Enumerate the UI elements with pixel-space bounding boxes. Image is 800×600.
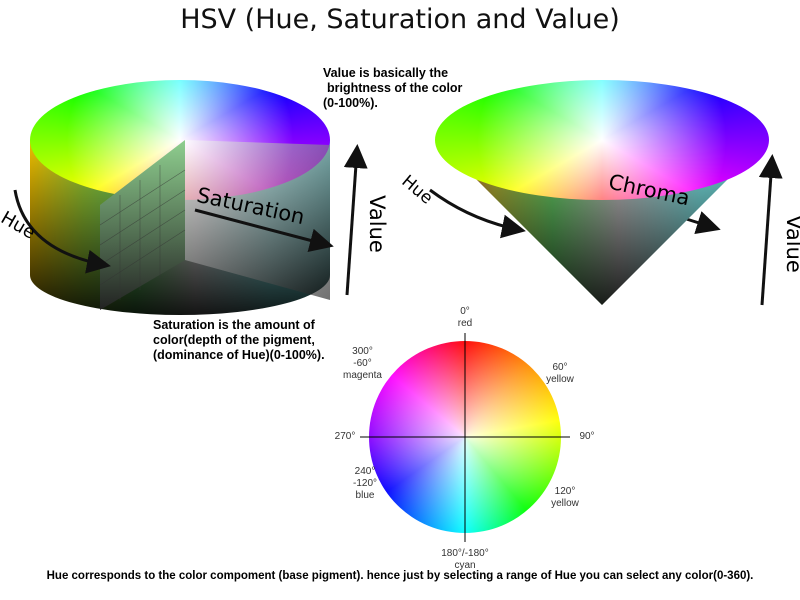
wheel-label-line: blue <box>355 490 375 501</box>
cylinder-cut-face <box>185 140 330 300</box>
wheel-label-line: 0° <box>460 306 470 317</box>
note-line: brightness of the color <box>327 81 463 95</box>
value-note: Value is basically the brightness of the… <box>323 66 462 111</box>
saturation-note: Saturation is the amount of color(depth … <box>153 318 325 363</box>
wheel-label-line: 270° <box>334 431 356 442</box>
note-line: (0-100%). <box>323 96 378 110</box>
hue-arrow <box>13 189 111 274</box>
saturation-arrow <box>194 208 334 253</box>
wheel-label-line: -60° <box>353 358 372 369</box>
wheel-label: 270° <box>330 431 360 443</box>
wheel-label-line: 60° <box>552 362 568 373</box>
wheel-label: 0° red <box>445 306 485 330</box>
cone-hue-arrow <box>429 188 526 239</box>
wheel-label-line: magenta <box>343 370 382 381</box>
wheel-label-line: red <box>457 318 473 329</box>
wheel-label: 90° <box>572 431 602 443</box>
wheel-label-line: 240° <box>354 466 376 477</box>
wheel-label-line: yellow <box>546 374 574 385</box>
title: HSV (Hue, Saturation and Value) <box>180 4 620 35</box>
wheel-label: 60° yellow <box>535 362 585 386</box>
wheel-label-line: 120° <box>554 486 576 497</box>
note-line: color(depth of the pigment, <box>153 333 315 347</box>
wheel-label-line: 180°/-180° <box>441 548 489 559</box>
footer: Hue corresponds to the color compoment (… <box>46 570 754 582</box>
wheel-label-line: cyan <box>454 560 476 571</box>
wheel-label-line: 300° <box>352 346 373 357</box>
cylinder-cut-face <box>100 140 185 310</box>
wheel-label: 240° -120° blue <box>340 466 390 502</box>
wheel-label-line: 90° <box>579 431 595 442</box>
wheel-label-line: yellow <box>551 498 579 509</box>
note-line: Saturation is the amount of <box>153 318 315 332</box>
wheel-label: 120° yellow <box>540 486 590 510</box>
cone-value-arrow <box>758 154 783 306</box>
note-line: Value is basically the <box>323 66 449 80</box>
note-line: (dominance of Hue)(0-100%). <box>153 348 325 362</box>
cylinder-grid <box>99 165 186 300</box>
wheel-label: 300° -60° magenta <box>335 346 390 382</box>
wheel-label: 180°/-180° cyan <box>425 548 505 572</box>
value-arrow <box>343 144 368 296</box>
wheel-label-line: -120° <box>352 478 377 489</box>
